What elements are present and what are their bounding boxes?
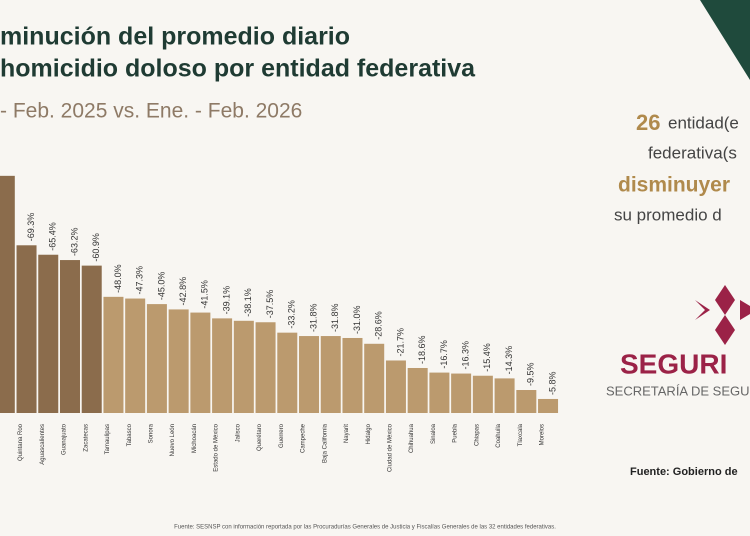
x-tick-label: Ciudad de México: [388, 423, 394, 472]
x-tick-label: Tamaulipas: [105, 424, 111, 454]
value-label: -9.5%: [526, 362, 536, 386]
x-tick-label: Jalisco: [235, 423, 241, 442]
bar: [472, 375, 493, 413]
bar: [299, 336, 320, 413]
bar: [277, 332, 298, 413]
x-tick-label: Zacatecas: [83, 424, 89, 452]
value-label: -47.3%: [135, 266, 145, 295]
value-label: -48.0%: [113, 264, 123, 293]
x-tick-label: Baja California: [322, 423, 328, 463]
value-label: -38.1%: [243, 288, 253, 317]
title-line: homicidio doloso por entidad federativa: [0, 55, 476, 83]
x-tick-label: Hidalgo: [366, 423, 372, 444]
bar: [494, 378, 515, 413]
bar: [320, 336, 341, 413]
x-tick-label: Estado de México: [214, 423, 220, 471]
value-label: -37.5%: [265, 290, 275, 319]
logo-text: SEGURI: [620, 348, 727, 379]
x-tick-label: Nayarit: [344, 424, 350, 443]
bar: [59, 260, 80, 413]
x-tick-label: Campeche: [301, 423, 307, 453]
bar: [16, 245, 37, 413]
bar: [364, 343, 385, 413]
panel-text: federativa(s: [648, 143, 737, 162]
x-tick-label: Morelos: [540, 424, 546, 445]
value-label: -33.2%: [287, 300, 297, 329]
bar: [125, 298, 146, 413]
bar: [38, 254, 59, 413]
bar: [233, 320, 254, 413]
bar: [168, 309, 189, 413]
bar: [255, 322, 276, 413]
source: Fuente: SESNSP con información reportada…: [174, 525, 556, 531]
value-label: -42.8%: [178, 277, 188, 306]
bar: [342, 337, 363, 413]
value-label: -5.8%: [547, 371, 557, 395]
value-label: -14.3%: [504, 346, 514, 375]
value-label: -21.7%: [395, 328, 405, 357]
x-tick-label: Michoacán: [192, 424, 198, 453]
value-label: -31.8%: [308, 304, 318, 333]
value-label: -45.0%: [156, 272, 166, 301]
bar: [451, 373, 472, 413]
bar: [190, 312, 211, 413]
x-tick-label: Guerrero: [279, 423, 285, 448]
x-tick-label: Sinaloa: [431, 423, 437, 444]
x-tick-label: Puebla: [453, 423, 459, 442]
x-tick-label: Chihuahua: [409, 423, 415, 453]
x-tick-label: Guanajuato: [62, 423, 68, 455]
panel-text: entidad(e: [668, 113, 739, 132]
panel-source: Fuente: Gobierno de: [630, 466, 738, 478]
corner-decoration: [700, 0, 750, 80]
value-label: -31.8%: [330, 304, 340, 333]
x-tick-label: Tabasco: [127, 423, 133, 446]
bar: [538, 398, 559, 413]
value-label: -31.0%: [352, 305, 362, 334]
bar: [385, 360, 406, 413]
x-tick-label: Querétaro: [257, 423, 263, 451]
x-tick-label: Aguascalientes: [40, 424, 46, 465]
value-label: -18.6%: [417, 335, 427, 364]
panel-text: disminuyer: [618, 174, 730, 197]
bar: [81, 265, 102, 413]
bar: [407, 367, 428, 413]
logo-icon: [695, 285, 750, 345]
logo-subtext: SECRETARÍA DE SEGUR: [606, 383, 750, 398]
bar: [429, 372, 450, 413]
count: 26: [636, 110, 660, 135]
value-label: -39.1%: [221, 286, 231, 315]
value-label: -28.6%: [374, 311, 384, 340]
value-label: -16.7%: [439, 340, 449, 369]
subtitle: - Feb. 2025 vs. Ene. - Feb. 2026: [0, 100, 302, 123]
bar: [516, 390, 537, 413]
value-label: -16.3%: [461, 341, 471, 370]
x-tick-label: Tlaxcala: [518, 423, 524, 446]
x-tick-label: Coahuila: [496, 423, 502, 447]
x-tick-label: Nuevo León: [170, 424, 176, 456]
value-label: -15.4%: [482, 343, 492, 372]
bar: [212, 318, 233, 413]
bar: [103, 296, 124, 413]
value-label: -65.4%: [48, 222, 58, 251]
x-tick-label: Chiapas: [474, 424, 480, 446]
x-tick-label: Sonora: [148, 423, 154, 443]
value-label: -69.3%: [26, 213, 36, 242]
bar: [0, 175, 15, 413]
x-tick-label: Quintana Roo: [18, 423, 24, 461]
value-label: -60.9%: [91, 233, 101, 262]
value-label: -63.2%: [69, 228, 79, 257]
title-line: minución del promedio diario: [0, 23, 350, 51]
value-label: -41.5%: [200, 280, 210, 309]
bar: [146, 304, 167, 413]
panel-text: su promedio d: [614, 205, 722, 224]
